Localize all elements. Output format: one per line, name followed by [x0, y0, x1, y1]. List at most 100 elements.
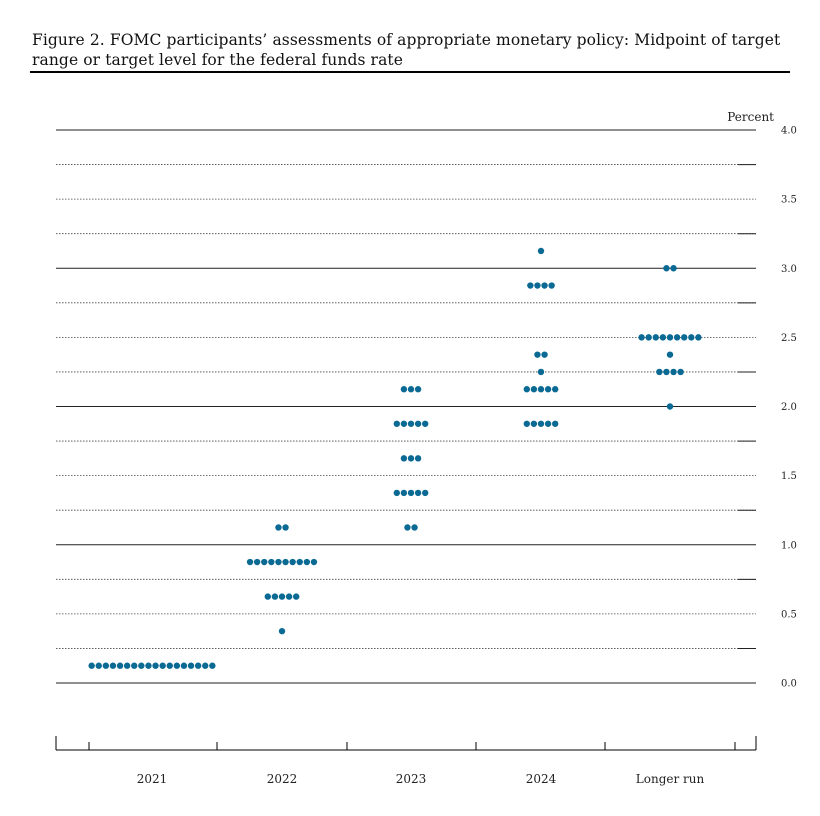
data-dot	[166, 662, 173, 669]
y-axis-unit-label: Percent	[727, 110, 774, 124]
y-tick-label: 2.0	[781, 402, 797, 413]
data-dot	[404, 524, 411, 531]
data-dot	[131, 662, 138, 669]
data-dot	[159, 662, 166, 669]
data-dot	[422, 489, 429, 497]
data-dot	[123, 662, 131, 669]
data-dot	[289, 558, 296, 566]
figure-title: Figure 2. FOMC participants’ assessments…	[32, 31, 781, 69]
data-dot	[673, 334, 681, 341]
data-dot	[414, 420, 422, 427]
data-dot	[411, 524, 418, 531]
data-dot	[552, 386, 559, 393]
data-dot	[541, 282, 548, 289]
data-dot	[534, 351, 541, 358]
data-dot	[663, 265, 670, 272]
data-dot	[293, 593, 300, 600]
y-axis: 4.0 3.5 3.0 2.5 2.0 1.5 1.0 0.5 0.0 Percent	[727, 110, 797, 690]
data-dot	[194, 662, 202, 669]
data-dot	[268, 558, 275, 566]
data-dot	[666, 334, 674, 341]
data-dot	[400, 455, 408, 462]
y-tick-label: 1.0	[781, 540, 797, 551]
y-tick-label: 3.0	[781, 264, 797, 275]
x-axis: 2021 2022 2023 2024 Longer run	[55, 736, 757, 786]
data-dot	[638, 334, 645, 341]
data-dot	[261, 558, 268, 566]
data-dot	[659, 334, 667, 341]
data-dot	[393, 489, 400, 497]
data-dot	[666, 403, 674, 410]
data-dot	[400, 489, 408, 497]
y-tick-label: 2.5	[781, 333, 797, 344]
data-dot	[677, 368, 684, 376]
data-dot	[246, 558, 254, 566]
data-dot	[695, 334, 702, 341]
data-dot	[544, 386, 552, 393]
data-dot	[422, 420, 429, 427]
data-dot	[414, 489, 422, 497]
data-dot	[296, 558, 303, 566]
data-dot	[537, 386, 545, 393]
data-dot	[145, 662, 152, 669]
title-rule	[30, 71, 790, 73]
data-dot	[275, 558, 282, 566]
y-tick-label: 0.0	[781, 679, 797, 690]
data-dot	[541, 351, 548, 358]
data-dot	[285, 593, 293, 600]
x-category-label: Longer run	[636, 772, 705, 786]
data-dot	[530, 420, 538, 427]
data-dot	[527, 282, 534, 289]
data-dot	[688, 334, 695, 341]
data-dot	[537, 420, 545, 427]
gridlines	[56, 129, 756, 684]
data-dot	[88, 662, 95, 669]
data-dot	[264, 593, 271, 600]
data-dot	[523, 420, 530, 427]
data-dot	[303, 558, 311, 566]
data-dot	[173, 662, 181, 669]
y-tick-label: 1.5	[781, 471, 797, 482]
data-dot	[109, 662, 117, 669]
data-dot	[407, 455, 415, 462]
data-dot	[278, 627, 286, 635]
dots-layer	[88, 247, 702, 669]
data-dot	[95, 662, 102, 669]
data-dot	[666, 351, 674, 358]
data-dot	[187, 662, 195, 669]
data-dot	[548, 282, 555, 289]
x-category-label: 2021	[137, 772, 168, 786]
data-dot	[393, 420, 400, 427]
data-dot	[537, 368, 545, 376]
data-dot	[652, 334, 659, 341]
data-dot	[278, 593, 286, 600]
data-dot	[202, 662, 209, 669]
data-dot	[544, 420, 552, 427]
data-dot	[282, 524, 289, 531]
y-tick-label: 4.0	[781, 126, 797, 137]
data-dot	[670, 368, 677, 376]
data-dot	[407, 489, 415, 497]
data-dot	[138, 662, 145, 669]
data-dot	[209, 662, 216, 669]
x-category-label: 2023	[396, 772, 427, 786]
data-dot	[414, 386, 422, 393]
data-dot	[116, 662, 124, 669]
data-dot	[102, 662, 110, 669]
data-dot	[552, 420, 559, 427]
data-dot	[407, 386, 415, 393]
data-dot	[656, 368, 663, 376]
data-dot	[670, 265, 677, 272]
data-dot	[414, 455, 422, 462]
data-dot	[523, 386, 530, 393]
data-dot	[400, 420, 408, 427]
data-dot	[271, 593, 279, 600]
data-dot	[282, 558, 289, 566]
data-dot	[400, 386, 408, 393]
data-dot	[310, 558, 318, 566]
data-dot	[275, 524, 282, 531]
x-category-label: 2024	[526, 772, 557, 786]
data-dot	[663, 368, 670, 376]
data-dot	[253, 558, 261, 566]
